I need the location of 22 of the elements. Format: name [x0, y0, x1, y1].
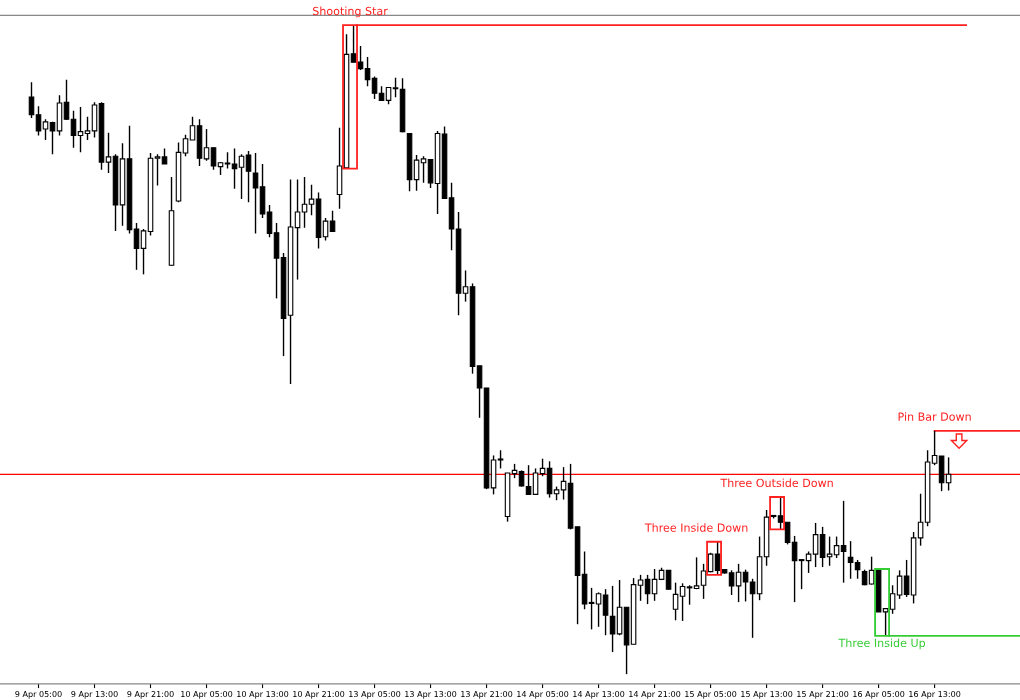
- annotation: Pin Bar Down: [898, 412, 971, 421]
- x-tick-label: 14 Apr 21:00: [629, 690, 681, 699]
- x-tick-label: 16 Apr 13:00: [909, 690, 961, 699]
- x-tick-label: 15 Apr 13:00: [741, 690, 793, 699]
- annotation: Three Inside Up: [838, 638, 926, 650]
- x-tick-label: 13 Apr 05:00: [349, 690, 401, 699]
- text: Shooting Star: [312, 6, 388, 18]
- annotation: Three Inside Down: [644, 523, 748, 532]
- x-tick-label: 9 Apr 13:00: [71, 690, 118, 699]
- x-tick-label: 16 Apr 05:00: [853, 690, 905, 699]
- x-tick-label: 9 Apr 05:00: [15, 690, 62, 699]
- x-tick-label: 14 Apr 13:00: [573, 690, 625, 699]
- x-tick-label: 13 Apr 13:00: [405, 690, 457, 699]
- x-tick-label: 9 Apr 21:00: [127, 690, 174, 699]
- x-tick-label: 15 Apr 05:00: [685, 690, 737, 699]
- x-tick-label: 10 Apr 05:00: [181, 690, 233, 699]
- x-tick-label: 10 Apr 21:00: [293, 690, 345, 699]
- x-tick-label: 14 Apr 05:00: [517, 690, 569, 699]
- annotation: Three Outside Down: [720, 478, 833, 488]
- x-tick-label: 15 Apr 21:00: [797, 690, 849, 699]
- x-tick-label: 10 Apr 13:00: [237, 690, 289, 699]
- x-tick-label: 13 Apr 21:00: [461, 690, 513, 699]
